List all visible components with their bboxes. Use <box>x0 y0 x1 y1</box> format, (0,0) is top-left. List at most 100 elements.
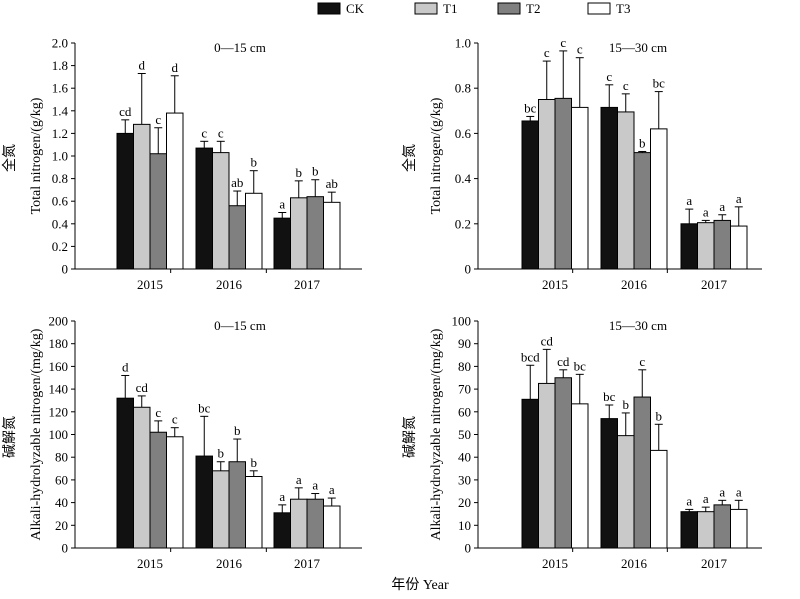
bar-t2-2016 <box>228 461 246 549</box>
bar-ck-2017 <box>680 511 698 549</box>
significance-label: cd <box>557 354 570 369</box>
significance-label: d <box>139 58 146 73</box>
significance-label: a <box>736 191 742 206</box>
bar-ck-2017 <box>273 512 291 549</box>
x-tick-label-2017: 2017 <box>294 277 321 292</box>
significance-label: c <box>623 78 629 93</box>
x-tick-label-2017: 2017 <box>294 556 321 571</box>
significance-label: a <box>703 204 709 219</box>
bar-t3-2017 <box>730 508 748 549</box>
y-tick-label: 100 <box>49 427 69 442</box>
bar-t1-2017 <box>697 222 715 270</box>
significance-label: d <box>122 359 129 374</box>
y-axis-label-cn: 碱解氮 <box>402 416 418 458</box>
significance-label: c <box>172 412 178 427</box>
y-tick-label: 1.0 <box>455 36 471 51</box>
bar-t2-2016 <box>633 396 651 549</box>
y-tick-label: 0.6 <box>52 194 69 209</box>
x-tick-label-2015: 2015 <box>542 277 568 292</box>
significance-label: a <box>719 199 725 214</box>
chart-panel-2: 0 0.2 0.4 0.6 0.8 1.0 15—30 cm Total nitrogen/(… <box>401 35 762 292</box>
y-tick-label: 60 <box>55 472 68 487</box>
significance-label: a <box>736 484 742 499</box>
y-tick-label: 80 <box>55 450 68 465</box>
legend-swatch-t2 <box>497 2 521 15</box>
significance-label: c <box>155 405 161 420</box>
bar-ck-2015 <box>116 132 134 270</box>
x-tick-label-2017: 2017 <box>701 556 728 571</box>
y-tick-label: 100 <box>452 314 472 329</box>
bar-ck-2015 <box>116 397 134 549</box>
y-tick-label: 0.4 <box>52 216 69 231</box>
y-tick-label: 80 <box>458 359 471 374</box>
y-tick-label: 70 <box>458 382 471 397</box>
bar-t2-2016 <box>228 205 246 270</box>
y-tick-label: 0 <box>465 541 472 556</box>
significance-label: ab <box>231 175 243 190</box>
bar-t2-2016 <box>633 152 651 270</box>
bar-t1-2017 <box>290 197 308 270</box>
y-tick-label: 0 <box>62 541 69 556</box>
y-axis-label-en: Alkali-hydrolyzable nitrogen/(mg/kg) <box>29 328 44 540</box>
legend-swatch-t3 <box>587 2 611 15</box>
bar-ck-2016 <box>195 455 213 549</box>
bar-t1-2015 <box>133 406 151 549</box>
bar-t3-2015 <box>571 403 589 549</box>
significance-label: ab <box>326 176 338 191</box>
bar-ck-2017 <box>680 223 698 270</box>
significance-label: a <box>686 493 692 508</box>
legend-label-ck: CK <box>346 1 365 16</box>
bar-t1-2015 <box>133 123 151 270</box>
y-axis-label-cn: 全氮 <box>401 144 418 172</box>
bar-t2-2017 <box>713 219 731 270</box>
chart-panel-3: 0 20 40 60 80 100 120 140 160 180 200 0—15 cm Alkali… <box>2 314 362 571</box>
y-axis-label-cn: 全氮 <box>1 144 18 172</box>
y-tick-label: 2.0 <box>52 36 68 51</box>
bar-t3-2016 <box>650 449 668 549</box>
significance-label: b <box>623 397 630 412</box>
bar-t3-2015 <box>166 436 184 549</box>
bar-t1-2017 <box>697 511 715 549</box>
bar-t2-2017 <box>306 196 324 270</box>
significance-label: a <box>296 472 302 487</box>
y-axis-label-en: Total nitrogen/(g/kg) <box>429 97 444 214</box>
bar-t3-2017 <box>730 225 748 270</box>
bar-t3-2015 <box>571 106 589 270</box>
significance-label: a <box>329 482 335 497</box>
x-tick-label-2016: 2016 <box>621 556 648 571</box>
x-axis-label: 年份 Year <box>391 577 449 593</box>
x-tick-label-2016: 2016 <box>216 556 243 571</box>
significance-label: a <box>279 489 285 504</box>
chart-panel-1: 0 0.2 0.4 0.6 0.8 1.0 1.2 1.4 1.6 1.8 2.0 0—15 cm To… <box>1 36 362 292</box>
panels: 0 0.2 0.4 0.6 0.8 1.0 1.2 1.4 1.6 1.8 2.0 0—15 cm To… <box>1 35 762 571</box>
significance-label: b <box>251 455 258 470</box>
significance-label: bc <box>524 100 537 115</box>
bar-t3-2017 <box>323 201 341 270</box>
significance-label: c <box>544 45 550 60</box>
y-tick-label: 1.4 <box>52 103 69 118</box>
significance-label: a <box>279 197 285 212</box>
significance-label: b <box>218 446 225 461</box>
y-tick-label: 50 <box>458 427 471 442</box>
y-tick-label: 90 <box>458 336 471 351</box>
y-tick-label: 180 <box>49 336 69 351</box>
significance-label: d <box>172 60 179 75</box>
bar-t2-2015 <box>554 377 572 549</box>
panel-title: 15—30 cm <box>609 40 667 55</box>
y-tick-label: 200 <box>49 314 69 329</box>
bar-ck-2015 <box>521 398 539 549</box>
significance-label: b <box>639 135 646 150</box>
bar-t1-2017 <box>290 498 308 549</box>
y-tick-label: 30 <box>458 472 471 487</box>
y-tick-label: 40 <box>55 495 68 510</box>
y-tick-label: 140 <box>49 382 69 397</box>
bar-t1-2015 <box>538 99 556 270</box>
bar-t1-2016 <box>617 435 635 549</box>
bar-t3-2016 <box>245 475 263 549</box>
y-tick-label: 0.8 <box>52 171 68 186</box>
significance-label: cd <box>541 333 554 348</box>
bar-ck-2015 <box>521 120 539 270</box>
bar-t2-2017 <box>713 504 731 549</box>
panel-title: 15—30 cm <box>609 318 667 333</box>
